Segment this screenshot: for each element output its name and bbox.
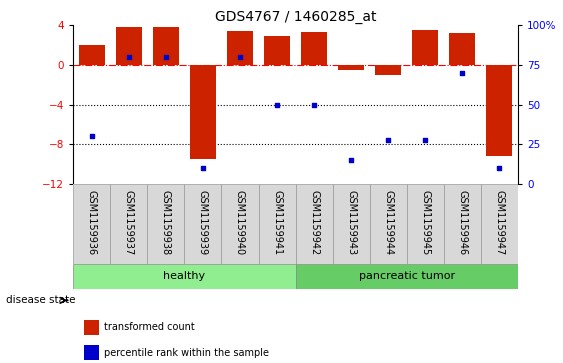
Bar — [73, 264, 296, 289]
Bar — [333, 184, 370, 264]
Point — [272, 102, 282, 107]
Point — [384, 137, 393, 143]
Point — [495, 165, 504, 171]
Text: percentile rank within the sample: percentile rank within the sample — [104, 348, 269, 358]
Text: disease state: disease state — [6, 295, 75, 305]
Text: healthy: healthy — [163, 271, 205, 281]
Text: GSM1159942: GSM1159942 — [309, 191, 319, 256]
Text: GSM1159944: GSM1159944 — [383, 191, 393, 256]
Point — [198, 165, 207, 171]
Point — [235, 54, 244, 60]
Bar — [110, 184, 148, 264]
Bar — [449, 33, 475, 65]
Bar — [79, 45, 105, 65]
Text: GSM1159946: GSM1159946 — [457, 191, 467, 256]
Bar — [296, 264, 518, 289]
Text: GSM1159940: GSM1159940 — [235, 191, 245, 256]
Bar — [73, 184, 110, 264]
Bar — [338, 65, 364, 70]
Bar — [84, 320, 99, 335]
Bar — [376, 65, 401, 75]
Bar — [227, 31, 253, 65]
Text: GSM1159938: GSM1159938 — [161, 191, 171, 256]
Text: GSM1159945: GSM1159945 — [421, 191, 430, 256]
Point — [421, 137, 430, 143]
Bar — [148, 184, 185, 264]
Bar — [412, 30, 438, 65]
Bar — [444, 184, 481, 264]
Text: GSM1159947: GSM1159947 — [494, 191, 504, 256]
Bar — [370, 184, 406, 264]
Bar — [486, 65, 512, 156]
Bar — [481, 184, 518, 264]
Text: pancreatic tumor: pancreatic tumor — [359, 271, 455, 281]
Text: GSM1159941: GSM1159941 — [272, 191, 282, 256]
Point — [458, 70, 467, 76]
Point — [347, 157, 356, 163]
Bar — [84, 345, 99, 360]
Text: GSM1159939: GSM1159939 — [198, 191, 208, 256]
Text: GSM1159937: GSM1159937 — [124, 191, 134, 256]
Bar — [406, 184, 444, 264]
Bar — [153, 27, 179, 65]
Bar — [258, 184, 296, 264]
Point — [162, 54, 171, 60]
Bar — [301, 32, 327, 65]
Point — [124, 54, 133, 60]
Point — [87, 134, 96, 139]
Text: transformed count: transformed count — [104, 322, 195, 333]
Bar — [116, 27, 142, 65]
Text: GSM1159936: GSM1159936 — [87, 191, 97, 256]
Point — [310, 102, 319, 107]
Bar — [264, 36, 290, 65]
Title: GDS4767 / 1460285_at: GDS4767 / 1460285_at — [215, 11, 376, 24]
Bar — [185, 184, 221, 264]
Text: GSM1159943: GSM1159943 — [346, 191, 356, 256]
Bar — [296, 184, 333, 264]
Bar — [221, 184, 258, 264]
Bar — [190, 65, 216, 159]
